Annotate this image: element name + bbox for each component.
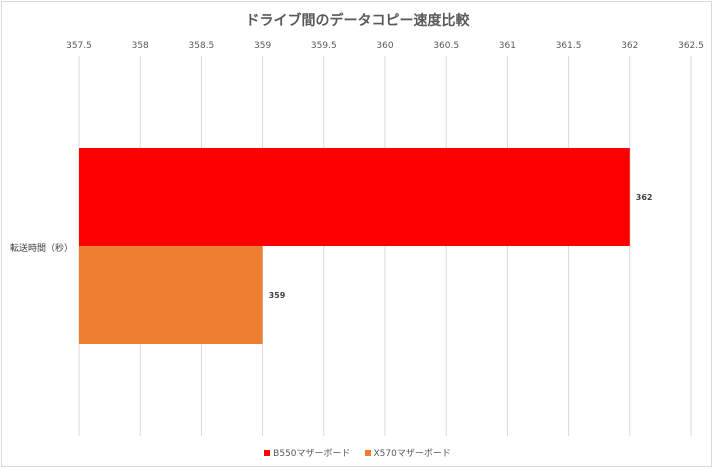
chart-title: ドライブ間のデータコピー速度比較 [245, 13, 470, 29]
x-tick-label-0: 357.5 [66, 41, 92, 51]
category-label: 転送時間（秒） [10, 242, 73, 254]
x-tick-label-8: 361.5 [556, 41, 582, 51]
data-label-1: 359 [269, 291, 286, 300]
x-tick-label-7: 361 [499, 41, 516, 51]
legend-label-b550: B550マザーボード [273, 449, 351, 459]
x-tick-label-5: 360 [376, 41, 393, 51]
x-tick-label-2: 358.5 [189, 41, 215, 51]
x-tick-label-1: 358 [132, 41, 149, 51]
x-tick-label-6: 360.5 [433, 41, 459, 51]
bar-1 [79, 246, 263, 344]
x-tick-label-9: 362 [621, 41, 638, 51]
legend-item-b550[interactable]: B550マザーボード [264, 446, 351, 459]
legend-label-x570: X570マザーボード [373, 449, 451, 459]
x-tick-label-4: 359.5 [311, 41, 337, 51]
bar-0 [79, 148, 630, 246]
data-label-0: 362 [636, 193, 653, 202]
legend-item-x570[interactable]: X570マザーボード [364, 446, 451, 459]
x-tick-label-10: 362.5 [678, 41, 704, 51]
legend: B550マザーボード X570マザーボード [0, 446, 715, 459]
x-tick-label-3: 359 [254, 41, 271, 51]
legend-swatch-x570 [364, 449, 371, 456]
legend-swatch-b550 [264, 449, 271, 456]
